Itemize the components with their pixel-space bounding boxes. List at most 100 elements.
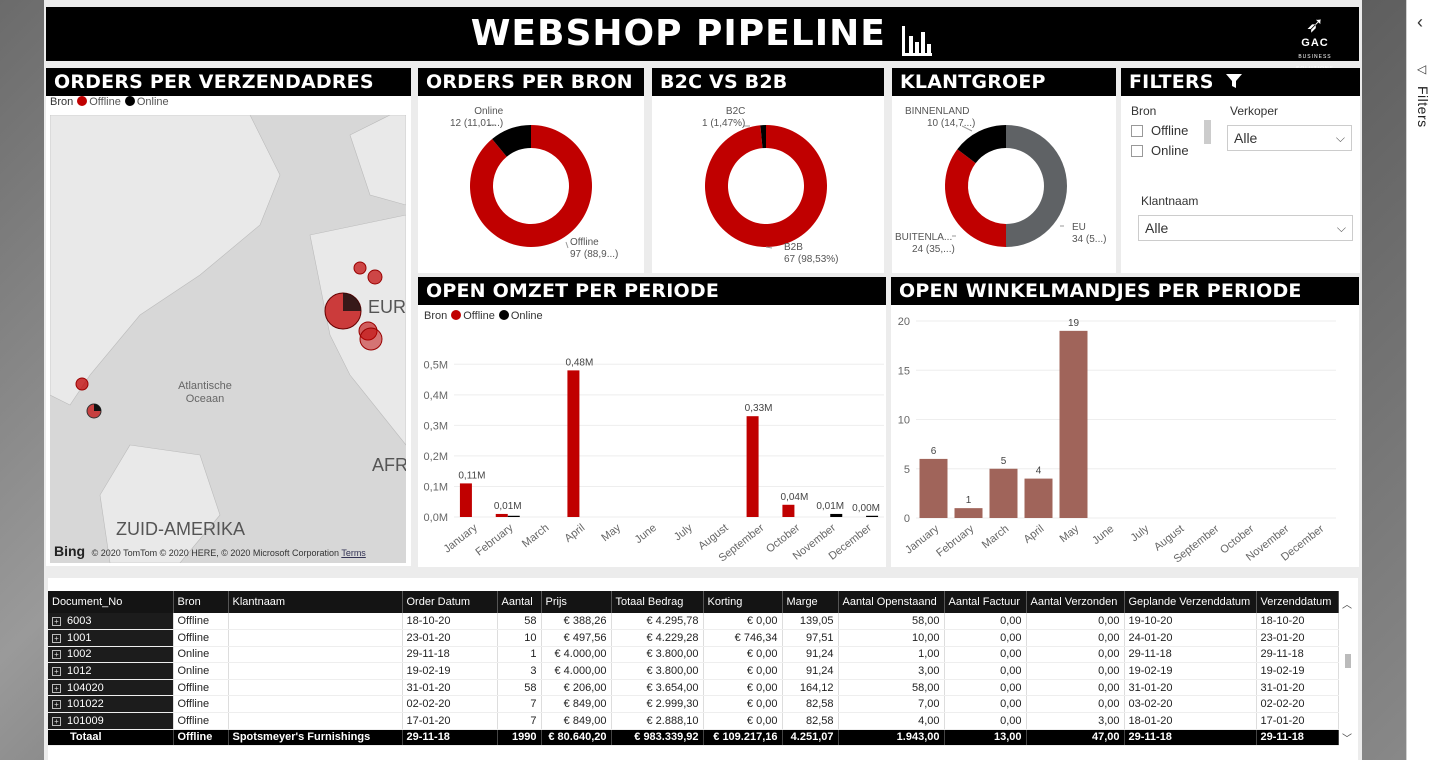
table-row[interactable]: +1001 Offline 23-01-20 10 € 497,56 € 4.229,28… xyxy=(48,629,1339,647)
table-cell xyxy=(228,712,403,730)
table-cell xyxy=(228,646,403,664)
bron-donut-chart[interactable] xyxy=(418,96,644,273)
terms-link[interactable]: Terms xyxy=(341,548,366,558)
total-cell: 1990 xyxy=(497,729,542,747)
table-row[interactable]: +6003 Offline 18-10-20 58 € 388,26 € 4.295,78… xyxy=(48,613,1339,631)
chevron-down-icon: ⌵ xyxy=(1336,221,1346,235)
column-header-aantal[interactable]: Aantal xyxy=(497,591,542,613)
column-header-geplande-verzenddatum[interactable]: Geplande Verzenddatum xyxy=(1124,591,1257,613)
table-cell xyxy=(228,679,403,697)
column-header-totaal-bedrag[interactable]: Totaal Bedrag xyxy=(611,591,704,613)
data-label: 19 xyxy=(1068,318,1080,329)
table-cell: 3,00 xyxy=(1026,712,1125,730)
offline-checkbox[interactable]: Offline xyxy=(1131,123,1188,138)
online-checkbox[interactable]: Online xyxy=(1131,143,1189,158)
column-header-verzenddatum[interactable]: Verzenddatum xyxy=(1256,591,1339,613)
klantnaam-dropdown[interactable]: Alle ⌵ xyxy=(1138,215,1353,241)
table-cell: 4,00 xyxy=(838,712,945,730)
total-cell: 1.943,00 xyxy=(838,729,945,747)
table-row[interactable]: +101022 Offline 02-02-20 7 € 849,00 € 2.999,3… xyxy=(48,695,1339,714)
scrollbar-thumb[interactable] xyxy=(1345,654,1351,668)
table-cell: 10,00 xyxy=(838,629,945,647)
column-header-document-no[interactable]: Document_No xyxy=(48,591,174,613)
table-cell: 7,00 xyxy=(838,695,945,714)
table-cell: € 206,00 xyxy=(541,679,612,697)
omzet-bar-chart[interactable]: 0,0M0,1M0,2M0,3M0,4M0,5M0,11MJanuary0,01… xyxy=(418,327,886,567)
column-header-aantal-openstaand[interactable]: Aantal Openstaand xyxy=(838,591,945,613)
bar-april xyxy=(1024,478,1053,518)
table-cell: 19-10-20 xyxy=(1124,613,1257,631)
total-cell: Spotsmeyer's Furnishings xyxy=(228,729,403,747)
document-no-cell: +104020 xyxy=(48,679,174,697)
column-header-bron[interactable]: Bron xyxy=(173,591,229,613)
table-cell: 0,00 xyxy=(1026,679,1125,697)
filters-pane-label[interactable]: Filters xyxy=(1415,86,1431,128)
expand-plus-icon[interactable]: + xyxy=(52,617,61,627)
document-no-cell: +1002 xyxy=(48,646,174,664)
data-label: 5 xyxy=(1001,456,1007,467)
omzet-legend: Bron Offline Online xyxy=(424,310,543,322)
table-cell: € 497,56 xyxy=(541,629,612,647)
table-cell: € 849,00 xyxy=(541,712,612,730)
orders-table: Document_No Bron Klantnaam Order Datum Aanta… xyxy=(48,591,1339,747)
table-row[interactable]: +1012 Online 19-02-19 3 € 4.000,00 € 3.800,00… xyxy=(48,662,1339,680)
x-tick-label: July xyxy=(1129,523,1152,545)
buitenland-label: BUITENLA... 24 (35,...) xyxy=(895,232,955,255)
klantgroep-panel-title: KLANTGROEP xyxy=(892,68,1116,96)
scroll-up-icon[interactable]: ︿ xyxy=(1342,600,1352,611)
table-cell: 0,00 xyxy=(944,712,1027,730)
table-cell: 31-01-20 xyxy=(1256,679,1339,697)
logo-wing-icon: ➶ xyxy=(1305,12,1325,37)
leader-line xyxy=(565,241,569,249)
donut-slice-binnenland xyxy=(957,125,1006,164)
table-cell: € 4.000,00 xyxy=(541,662,612,680)
table-cell: 3,00 xyxy=(838,662,945,680)
total-cell: 29-11-18 xyxy=(1124,729,1257,747)
table-row[interactable]: +101009 Offline 17-01-20 7 € 849,00 € 2.888,1… xyxy=(48,712,1339,730)
expand-plus-icon[interactable]: + xyxy=(52,667,61,677)
expand-plus-icon[interactable]: + xyxy=(52,683,61,693)
winkel-panel-title: OPEN WINKELMANDJES PER PERIODE xyxy=(891,277,1359,305)
table-row[interactable]: +104020 Offline 31-01-20 58 € 206,00 € 3.654,… xyxy=(48,679,1339,697)
table-cell: 3 xyxy=(497,662,542,680)
bron-filter-scrollbar[interactable] xyxy=(1204,120,1211,144)
b2c-donut-chart[interactable] xyxy=(652,96,884,273)
column-header-aantal-factuur[interactable]: Aantal Factuur xyxy=(944,591,1027,613)
table-scrollbar[interactable]: ︿ ﹀ xyxy=(1342,596,1354,746)
table-row[interactable]: +1002 Online 29-11-18 1 € 4.000,00 € 3.800,00… xyxy=(48,646,1339,664)
document-no-cell: +1001 xyxy=(48,629,174,647)
column-header-korting[interactable]: Korting xyxy=(703,591,783,613)
bar-november-online xyxy=(830,513,843,517)
verkoper-dropdown[interactable]: Alle ⌵ xyxy=(1227,125,1352,151)
column-header-prijs[interactable]: Prijs xyxy=(541,591,612,613)
data-label: 0,04M xyxy=(781,492,809,503)
map-bubble xyxy=(367,269,383,285)
column-header-order-datum[interactable]: Order Datum xyxy=(402,591,498,613)
column-header-aantal-verzonden[interactable]: Aantal Verzonden xyxy=(1026,591,1125,613)
column-header-marge[interactable]: Marge xyxy=(782,591,839,613)
table-cell: € 3.800,00 xyxy=(611,646,704,664)
klantgroep-donut-chart[interactable] xyxy=(892,96,1116,273)
report-banner: WEBSHOP PIPELINE ➶ GAC BUSINESS SOLUTION… xyxy=(46,7,1359,72)
table-cell: 0,00 xyxy=(1026,613,1125,631)
orders-table-wrap: Document_No Bron Klantnaam Order Datum Aanta… xyxy=(48,578,1358,760)
column-header-klantnaam[interactable]: Klantnaam xyxy=(228,591,403,613)
shipping-map[interactable]: Atlantische Oceaan EURO AFRI ZUID-AMERIK… xyxy=(50,115,406,563)
filters-pane[interactable]: ‹ ◁ Filters xyxy=(1406,0,1439,760)
winkelmandjes-bar-chart[interactable]: 051015206January1February5March4April19M… xyxy=(891,309,1359,567)
table-cell: 1 xyxy=(497,646,542,664)
bar-february-online xyxy=(507,515,520,517)
map-canvas xyxy=(50,115,406,563)
total-cell: 4.251,07 xyxy=(782,729,839,747)
expand-plus-icon[interactable]: + xyxy=(52,633,61,643)
eu-label: EU 34 (5...) xyxy=(1072,222,1107,245)
data-label: 4 xyxy=(1036,466,1042,477)
expand-plus-icon[interactable]: + xyxy=(52,716,61,726)
table-cell: Offline xyxy=(173,679,229,697)
collapse-chevron-icon[interactable]: ‹ xyxy=(1417,12,1423,32)
expand-plus-icon[interactable]: + xyxy=(52,700,61,710)
donut-slice-b2b xyxy=(705,125,827,247)
expand-plus-icon[interactable]: + xyxy=(52,650,61,660)
scroll-down-icon[interactable]: ﹀ xyxy=(1342,734,1352,745)
y-tick-label: 0,4M xyxy=(424,390,448,402)
